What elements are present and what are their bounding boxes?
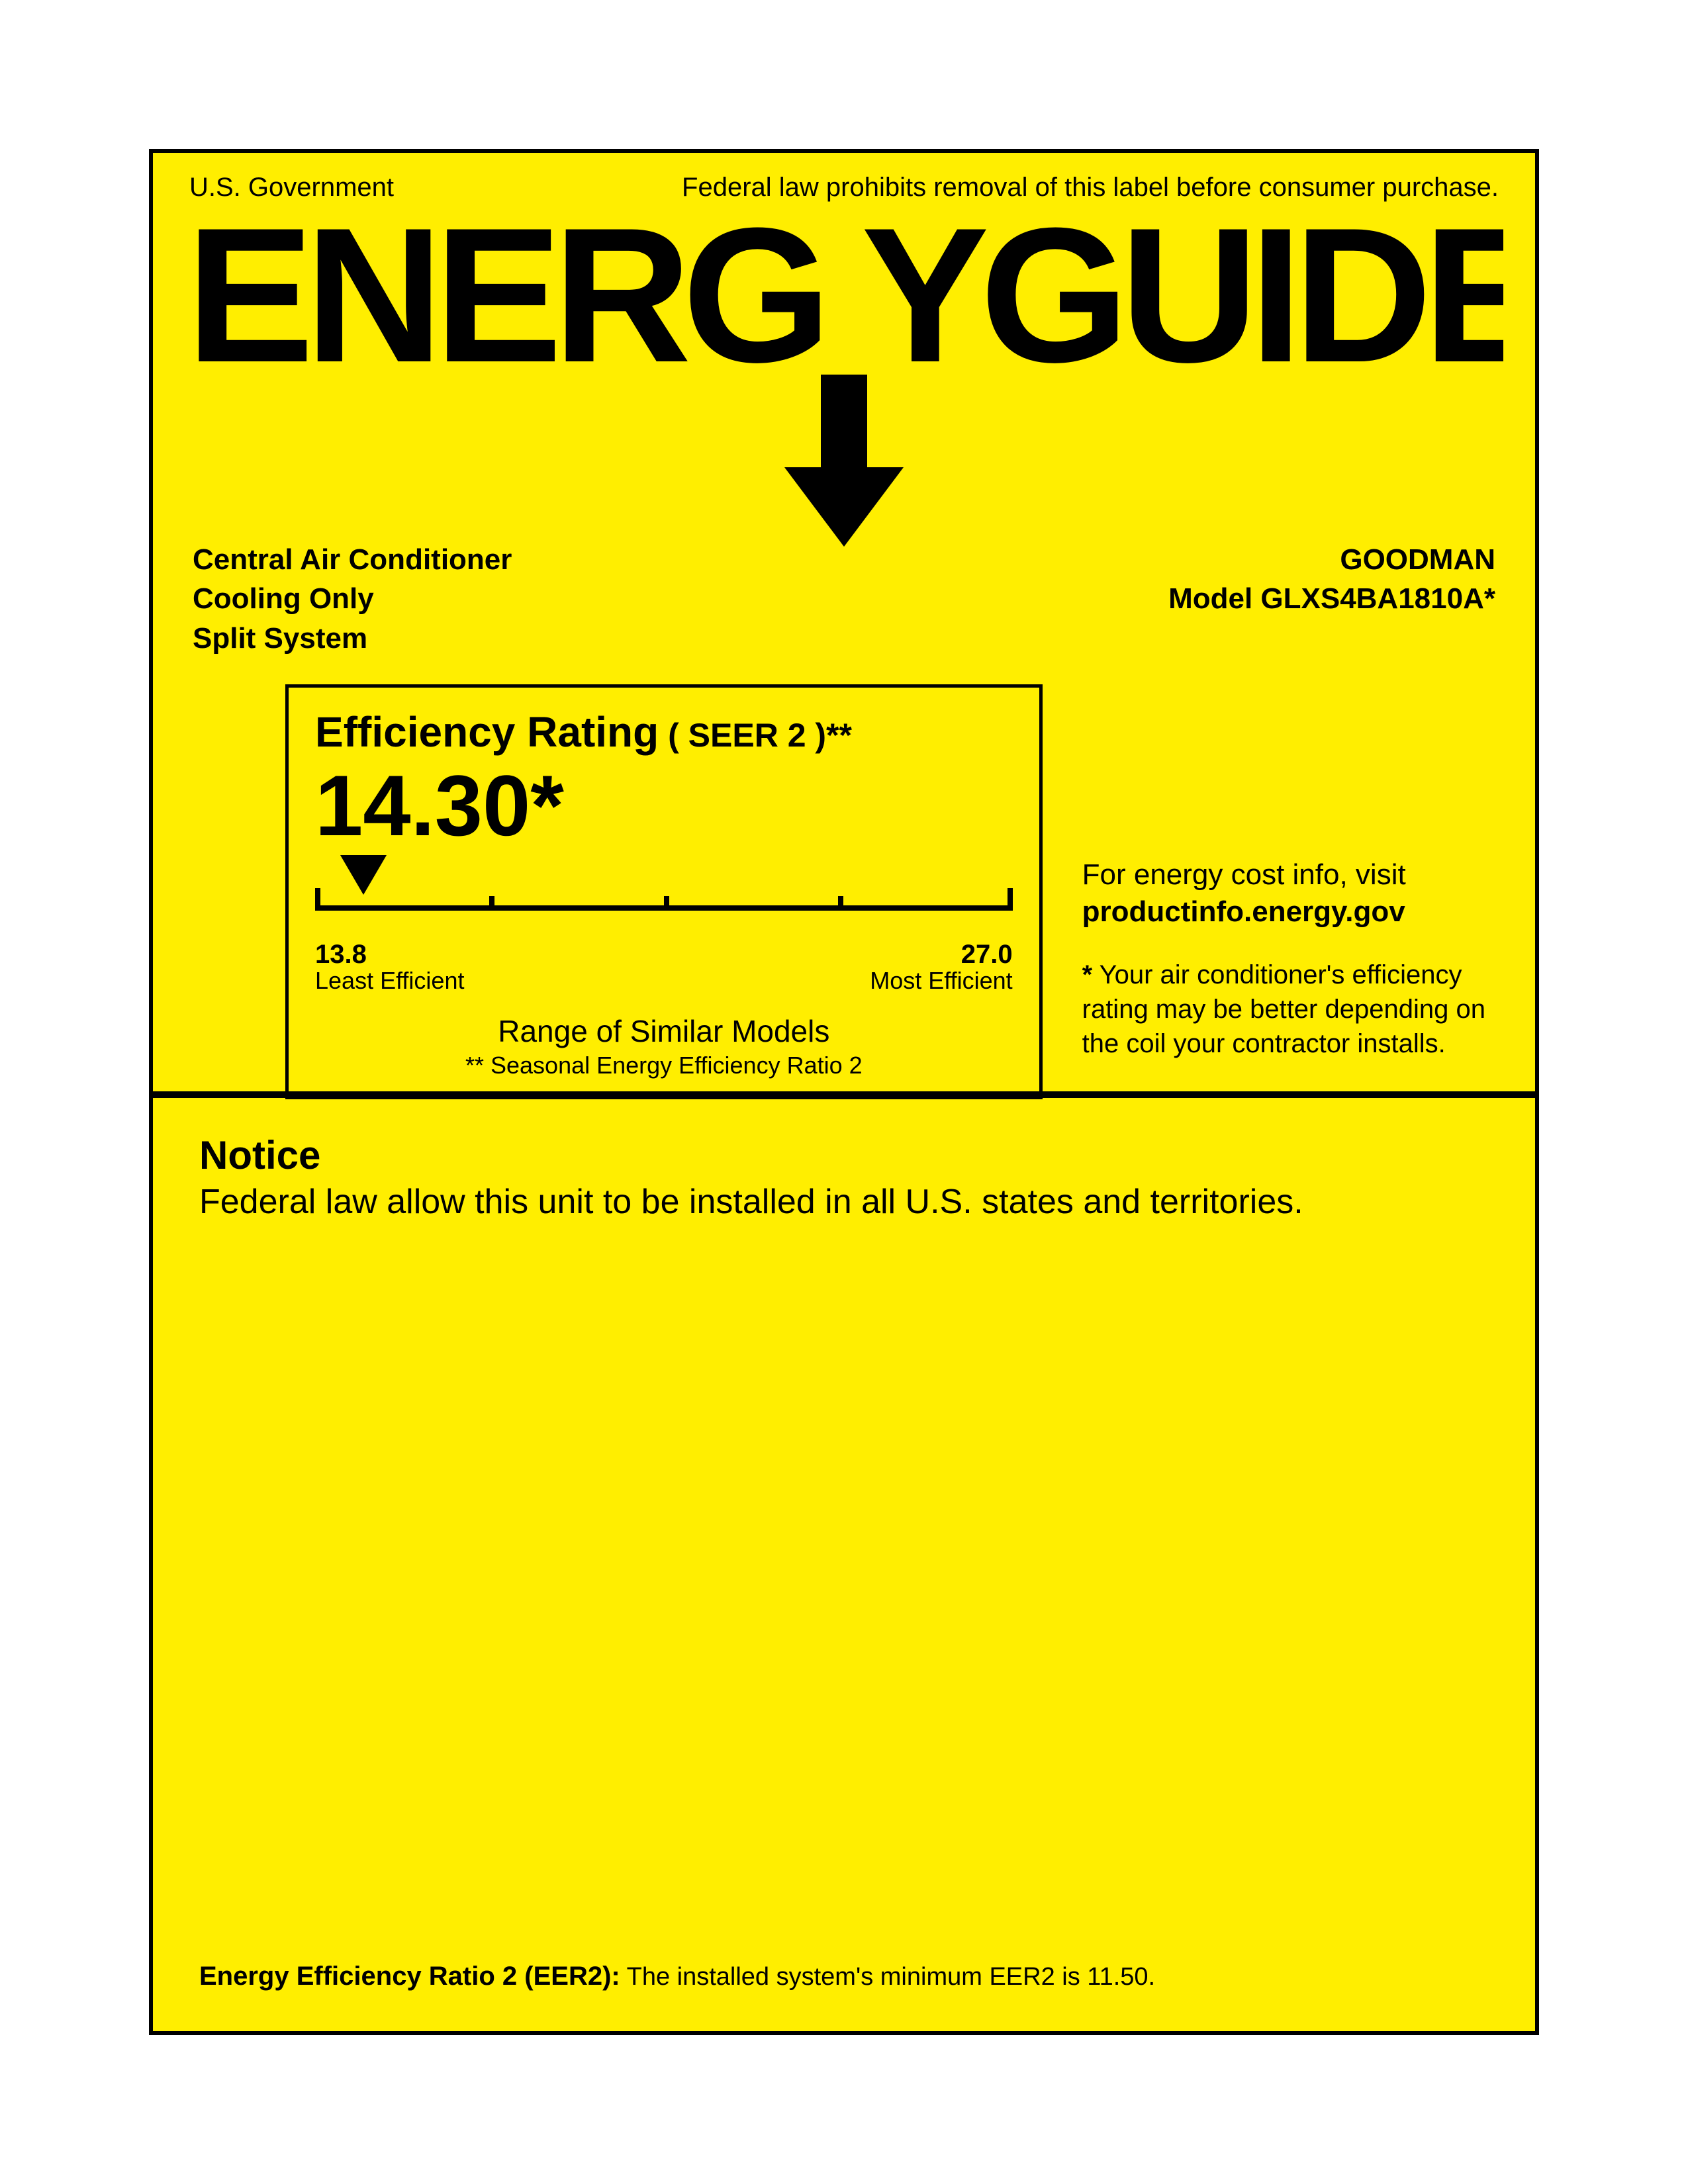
energyguide-logo: ENERG YGUIDE: [186, 209, 1502, 398]
efficiency-value: 14.30*: [315, 760, 1013, 851]
header-row: U.S. Government Federal law prohibits re…: [153, 153, 1535, 203]
svg-text:ENERG: ENERG: [186, 209, 822, 394]
scale-max-label: Most Efficient: [870, 967, 1012, 995]
range-label: Range of Similar Models: [315, 1013, 1013, 1049]
scale-max-value: 27.0: [961, 940, 1013, 970]
efficiency-title: Efficiency Rating ( SEER 2 )**: [315, 707, 1013, 756]
notice-body: Federal law allow this unit to be instal…: [199, 1182, 1489, 1222]
footer-rest: The installed system's minimum EER2 is 1…: [620, 1963, 1155, 1991]
product-type-line1: Central Air Conditioner: [193, 540, 512, 579]
asterisk-body: Your air conditioner's efficiency rating…: [1082, 960, 1485, 1058]
horizontal-divider: [153, 1091, 1535, 1098]
scale-tick: [489, 896, 494, 911]
efficiency-scale: [315, 854, 1013, 940]
notice-heading: Notice: [199, 1132, 1489, 1178]
product-model: GOODMAN Model GLXS4BA1810A*: [1168, 540, 1495, 658]
seer-footnote: ** Seasonal Energy Efficiency Ratio 2: [315, 1052, 1013, 1079]
gov-text: U.S. Government: [189, 173, 394, 203]
product-type-line2: Cooling Only: [193, 579, 512, 618]
cost-info-url: productinfo.energy.gov: [1082, 893, 1495, 931]
efficiency-title-main: Efficiency Rating: [315, 708, 659, 756]
scale-tick: [315, 888, 320, 911]
scale-text-labels: Least Efficient Most Efficient: [315, 967, 1013, 995]
asterisk: *: [1082, 960, 1093, 989]
efficiency-box: Efficiency Rating ( SEER 2 )** 14.30* 13…: [285, 684, 1043, 1099]
scale-tick: [664, 896, 669, 911]
down-arrow-icon: [784, 375, 904, 550]
efficiency-title-suffix: ( SEER 2 )**: [659, 717, 852, 754]
model-number: GLXS4BA1810A*: [1260, 582, 1495, 615]
cost-info-line1: For energy cost info, visit: [1082, 856, 1495, 893]
logo-section: ENERG YGUIDE: [153, 209, 1535, 434]
law-text: Federal law prohibits removal of this la…: [682, 173, 1499, 203]
product-type-line3: Split System: [193, 619, 512, 658]
side-info: For energy cost info, visit productinfo.…: [1082, 684, 1495, 1061]
scale-tick: [1008, 888, 1013, 911]
brand: GOODMAN: [1168, 540, 1495, 579]
product-type: Central Air Conditioner Cooling Only Spl…: [193, 540, 512, 658]
asterisk-note: * Your air conditioner's efficiency rati…: [1082, 958, 1495, 1061]
footer-line: Energy Efficiency Ratio 2 (EER2): The in…: [199, 1962, 1489, 1991]
energyguide-label: U.S. Government Federal law prohibits re…: [149, 149, 1539, 2035]
model-prefix: Model: [1168, 582, 1260, 615]
scale-min-label: Least Efficient: [315, 967, 464, 995]
scale-value-labels: 13.8 27.0: [315, 940, 1013, 970]
page: U.S. Government Federal law prohibits re…: [0, 0, 1688, 2184]
footer-bold: Energy Efficiency Ratio 2 (EER2):: [199, 1962, 620, 1991]
model-line: Model GLXS4BA1810A*: [1168, 579, 1495, 618]
scale-pointer-icon: [340, 855, 387, 905]
scale-min-value: 13.8: [315, 940, 367, 970]
scale-tick: [838, 896, 843, 911]
svg-text:YGUIDE: YGUIDE: [861, 209, 1503, 394]
mid-row: Efficiency Rating ( SEER 2 )** 14.30* 13…: [153, 658, 1535, 1099]
notice-section: Notice Federal law allow this unit to be…: [199, 1132, 1489, 1222]
